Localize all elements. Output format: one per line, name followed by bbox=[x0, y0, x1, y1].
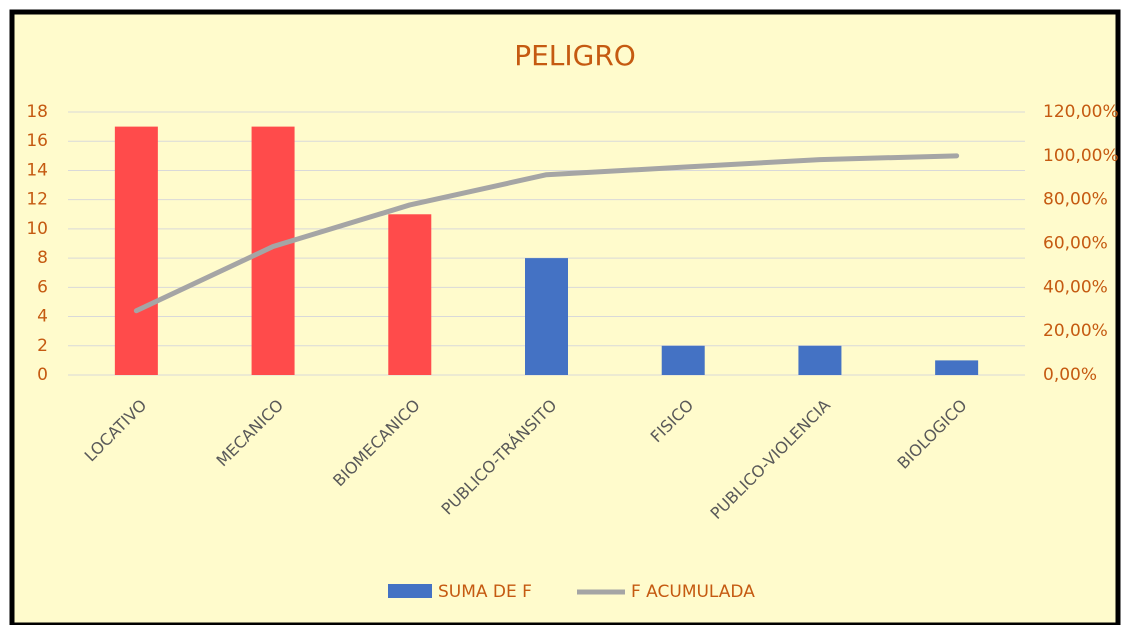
legend-label: SUMA DE F bbox=[438, 582, 532, 602]
bar bbox=[661, 345, 705, 375]
y2-tick-label: 120,00% bbox=[1043, 102, 1119, 122]
legend-label: F ACUMULADA bbox=[631, 582, 755, 602]
y2-tick-label: 40,00% bbox=[1043, 277, 1108, 297]
y-tick-label: 10 bbox=[26, 219, 48, 239]
y-tick-label: 4 bbox=[37, 307, 48, 327]
cumulative-line bbox=[133, 153, 960, 314]
y-tick-label: 2 bbox=[37, 336, 48, 356]
chart-title: PELIGRO bbox=[514, 39, 636, 72]
y-tick-label: 16 bbox=[26, 131, 48, 151]
legend-swatch bbox=[388, 584, 432, 598]
bar bbox=[251, 126, 295, 375]
y-tick-label: 12 bbox=[26, 190, 48, 210]
y2-tick-label: 20,00% bbox=[1043, 321, 1108, 341]
y2-tick-label: 0,00% bbox=[1043, 365, 1097, 385]
y-tick-label: 8 bbox=[37, 248, 48, 268]
y-tick-label: 18 bbox=[26, 102, 48, 122]
y2-tick-label: 60,00% bbox=[1043, 234, 1108, 254]
y2-tick-label: 80,00% bbox=[1043, 190, 1108, 210]
bar bbox=[935, 360, 979, 375]
y-tick-label: 0 bbox=[37, 365, 48, 385]
bar bbox=[525, 258, 568, 375]
bar bbox=[798, 345, 842, 375]
bar bbox=[388, 214, 432, 375]
bar bbox=[114, 126, 158, 375]
y2-tick-label: 100,00% bbox=[1043, 146, 1119, 166]
y-tick-label: 6 bbox=[37, 277, 48, 297]
y-tick-label: 14 bbox=[26, 160, 48, 180]
